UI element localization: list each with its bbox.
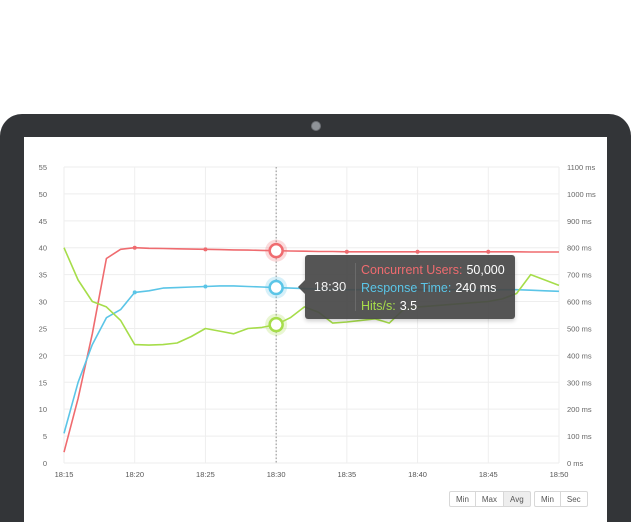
y-tick-left: 55 [39, 163, 47, 172]
chart-tooltip: 18:30 Concurrent Users: 50,000 Response T… [298, 255, 515, 319]
y-tick-right: 1000 ms [567, 190, 596, 199]
tooltip-row-response: Response Time: 240 ms [361, 279, 505, 297]
x-tick-label: 18:20 [125, 470, 144, 479]
series-line-users [63, 246, 559, 453]
y-tick-left: 30 [39, 298, 47, 307]
y-tick-left: 45 [39, 217, 47, 226]
tooltip-value-hits: 3.5 [399, 299, 418, 313]
y-tick-right: 200 ms [567, 405, 592, 414]
y-tick-left: 15 [39, 378, 47, 387]
tooltip-row-users: Concurrent Users: 50,000 [361, 261, 505, 279]
y-tick-right: 700 ms [567, 271, 592, 280]
tooltip-time: 18:30 [313, 279, 347, 294]
data-point-response [132, 290, 137, 295]
data-point-response [203, 284, 208, 289]
camera-dot [311, 121, 321, 131]
screen: 0 0 ms 5 100 ms 10 200 ms 15 300 ms 20 400 ms 25 50… [24, 137, 607, 522]
tooltip-value-response: 240 ms [455, 281, 497, 295]
data-point-users [415, 249, 420, 254]
laptop-frame: 0 0 ms 5 100 ms 10 200 ms 15 300 ms 20 400 ms 25 50… [0, 114, 631, 522]
tooltip-pointer [298, 280, 305, 294]
y-tick-right: 0 ms [567, 459, 584, 468]
data-point-users [203, 247, 208, 252]
x-tick-label: 18:40 [408, 470, 427, 479]
y-tick-left: 40 [39, 244, 47, 253]
x-tick-label: 18:15 [55, 470, 74, 479]
y-tick-left: 10 [39, 405, 47, 414]
tooltip-divider [355, 263, 356, 311]
y-tick-right: 300 ms [567, 378, 592, 387]
x-tick-label: 18:35 [337, 470, 356, 479]
tooltip-value-users: 50,000 [466, 263, 505, 277]
avg-button[interactable]: Avg [503, 491, 531, 507]
y-tick-right: 100 ms [567, 432, 592, 441]
unit-sec-button[interactable]: Sec [559, 491, 588, 507]
tooltip-row-hits: Hits/s: 3.5 [361, 297, 505, 315]
data-point-users [486, 249, 491, 254]
highlight-point-response [268, 279, 284, 296]
aggregation-controls: Min Max Avg [449, 491, 531, 507]
x-tick-label: 18:50 [550, 470, 569, 479]
max-button[interactable]: Max [474, 491, 505, 507]
performance-chart: 0 0 ms 5 100 ms 10 200 ms 15 300 ms 20 400 ms 25 50… [39, 163, 596, 479]
y-tick-right: 800 ms [567, 244, 592, 253]
y-tick-left: 5 [43, 432, 47, 441]
x-tick-label: 18:45 [479, 470, 498, 479]
y-tick-right: 600 ms [567, 298, 592, 307]
tooltip-label-hits: Hits/s: [361, 299, 396, 313]
y-tick-right: 900 ms [567, 217, 592, 226]
unit-controls: Min Sec [534, 491, 588, 507]
data-point-users [344, 249, 349, 254]
tooltip-rows: Concurrent Users: 50,000 Response Time: 24… [361, 261, 505, 315]
data-point-users [132, 245, 137, 250]
highlight-point-hits [268, 316, 284, 333]
y-tick-left: 35 [39, 271, 47, 280]
min-button[interactable]: Min [449, 491, 476, 507]
x-tick-label: 18:30 [267, 470, 286, 479]
y-tick-left: 50 [39, 190, 47, 199]
tooltip-label-response: Response Time: [361, 281, 452, 295]
x-tick-label: 18:25 [196, 470, 215, 479]
y-tick-right: 1100 ms [567, 163, 595, 172]
y-tick-left: 20 [39, 351, 47, 360]
y-tick-left: 25 [39, 324, 47, 333]
tooltip-label-users: Concurrent Users: [361, 263, 463, 277]
unit-min-button[interactable]: Min [534, 491, 561, 507]
highlight-point-users [268, 242, 284, 259]
y-tick-right: 400 ms [567, 351, 592, 360]
y-tick-left: 0 [43, 459, 47, 468]
y-tick-right: 500 ms [567, 324, 592, 333]
